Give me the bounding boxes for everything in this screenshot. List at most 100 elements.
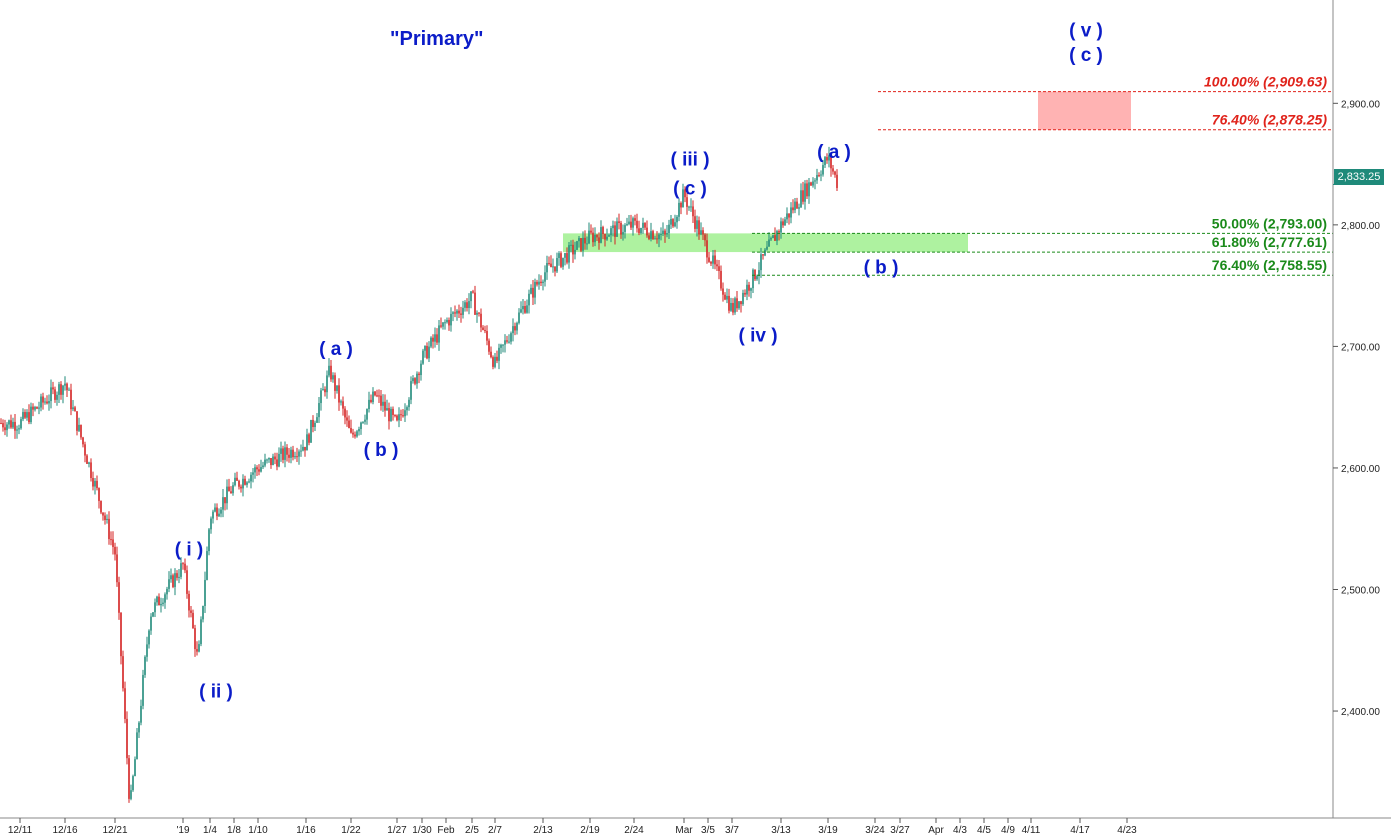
candle-body (176, 573, 178, 578)
candle-body (666, 233, 668, 235)
candle-body (124, 688, 126, 719)
candle-body (220, 509, 222, 514)
candle-body (644, 222, 646, 228)
candle-body (410, 381, 412, 400)
candle-body (38, 407, 40, 409)
candle-body (14, 421, 16, 431)
candle-body (146, 644, 148, 657)
candle-body (534, 281, 536, 298)
candle-body (810, 182, 812, 186)
candle-body (2, 423, 4, 428)
candle-body (686, 197, 688, 207)
candle-body (18, 428, 20, 430)
candle-body (500, 344, 502, 348)
candle-body (390, 408, 392, 422)
candle-body (66, 383, 68, 391)
price-tick-label: 2,600.00 (1341, 464, 1380, 475)
price-tick-label: 2,500.00 (1341, 585, 1380, 596)
chart-title: "Primary" (390, 28, 484, 50)
price-axis: 2,400.00 2,500.00 2,600.00 2,700.00 2,800.00… (0, 0, 1391, 819)
candle-body (302, 446, 304, 451)
candle-body (226, 486, 228, 504)
candle-body (620, 222, 622, 235)
candle-body (120, 612, 122, 657)
candle-body (792, 207, 794, 211)
candle-body (734, 298, 736, 313)
candle-body (188, 593, 190, 611)
candle-body (492, 357, 494, 367)
candle-body (706, 240, 708, 258)
current-price-tag: 2,833.25 (1334, 169, 1384, 185)
candle-body (600, 227, 602, 243)
wave-label: ( iii ) (670, 149, 709, 170)
candle-body (28, 412, 30, 423)
candle-body (658, 234, 660, 240)
candle-body (546, 262, 548, 273)
candle-body (814, 180, 816, 182)
candle-body (820, 174, 822, 176)
candle-body (414, 378, 416, 384)
candle-body (142, 674, 144, 706)
candle-body (602, 227, 604, 235)
candle-body (690, 206, 692, 208)
candle-body (428, 346, 430, 359)
candle-body (480, 313, 482, 328)
candle-body (52, 387, 54, 390)
candle-body (284, 447, 286, 460)
candle-body (166, 588, 168, 595)
date-tick-label: 2/13 (533, 825, 553, 836)
candle-body (322, 389, 324, 391)
candle-body (768, 239, 770, 247)
candle-body (180, 563, 182, 577)
candle-body (334, 375, 336, 391)
wave-label: ( v ) (1069, 20, 1103, 41)
candle-body (498, 347, 500, 361)
candle-body (590, 230, 592, 233)
candle-body (336, 385, 338, 391)
candle-body (744, 292, 746, 295)
candle-body (738, 301, 740, 309)
candle-body (788, 213, 790, 218)
candle-body (326, 375, 328, 393)
candle-body (422, 350, 424, 364)
candle-body (776, 231, 778, 241)
candle-body (652, 231, 654, 239)
candle-body (34, 407, 36, 410)
candle-body (246, 482, 248, 485)
candle-body (526, 305, 528, 313)
candle-body (598, 237, 600, 243)
date-tick-label: 12/21 (102, 825, 127, 836)
candle-body (154, 602, 156, 613)
candle-body (392, 408, 394, 416)
candle-body (94, 480, 96, 487)
candle-body (804, 183, 806, 202)
date-tick-label: 1/10 (248, 825, 268, 836)
wave-label: ( i ) (175, 539, 204, 560)
candle-body (150, 616, 152, 631)
candle-body (700, 230, 702, 235)
candle-body (604, 234, 606, 240)
candle-body (206, 551, 208, 580)
candle-body (638, 228, 640, 234)
candle-body (60, 384, 62, 395)
fib-label: 100.00% (2,909.63) (1204, 74, 1327, 90)
candle-body (628, 221, 630, 225)
candle-body (496, 356, 498, 361)
candle-body (346, 417, 348, 421)
candle-body (624, 225, 626, 232)
candle-body (612, 225, 614, 229)
candle-body (86, 455, 88, 464)
candle-body (134, 759, 136, 777)
candle-body (262, 465, 264, 468)
candle-body (770, 238, 772, 240)
candle-body (592, 232, 594, 243)
red-target-zone (1038, 91, 1131, 130)
candle-body (306, 434, 308, 451)
candle-body (442, 322, 444, 327)
candle-body (582, 237, 584, 251)
wave-label: ( ii ) (199, 682, 233, 703)
candle-body (714, 255, 716, 265)
date-tick-label: 4/5 (977, 825, 991, 836)
candle-body (674, 222, 676, 227)
